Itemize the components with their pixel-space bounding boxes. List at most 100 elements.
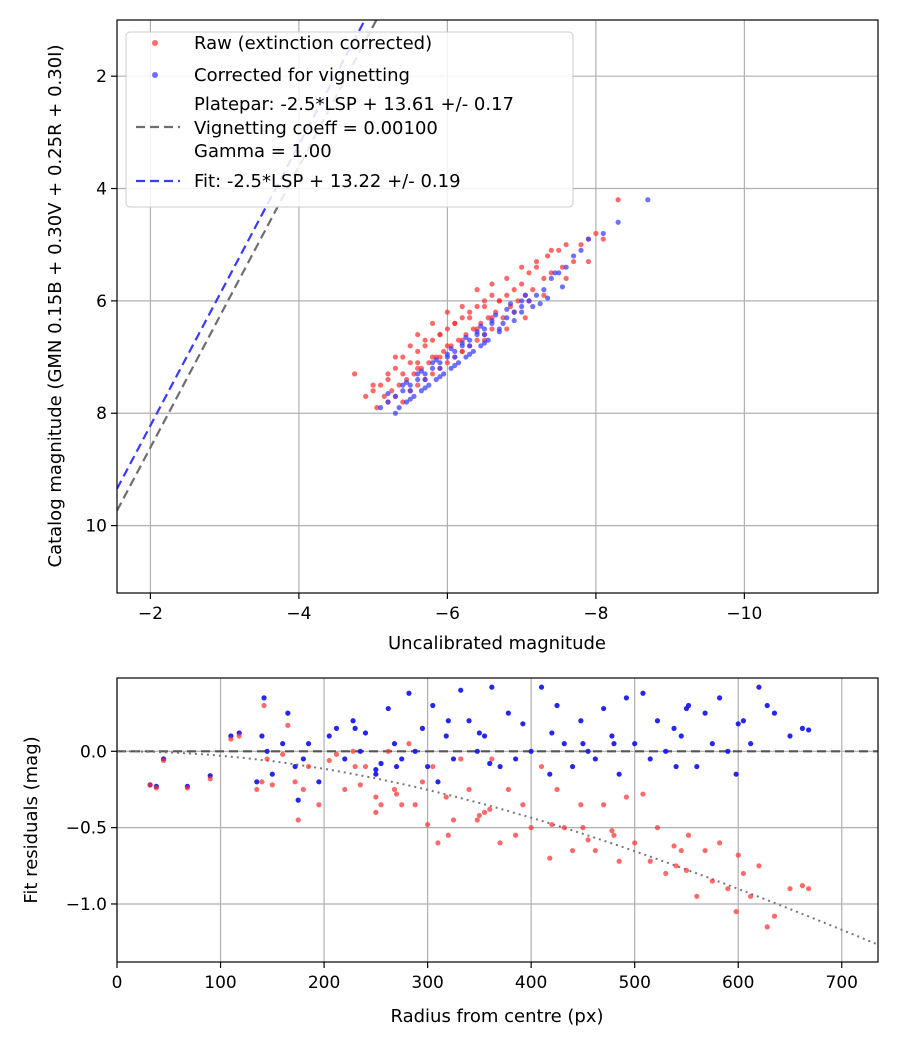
residual-corrected-point — [771, 710, 778, 716]
residual-corrected-point — [474, 748, 480, 754]
corrected-point — [507, 301, 514, 307]
residual-corrected-point — [547, 771, 553, 777]
residual-raw-point — [228, 736, 234, 742]
corrected-point — [392, 410, 399, 416]
raw-point — [563, 242, 569, 248]
raw-point — [351, 371, 358, 377]
corrected-point — [403, 379, 410, 385]
residual-corrected-point — [549, 730, 555, 736]
corrected-point — [418, 368, 424, 374]
residual-raw-point — [352, 763, 358, 770]
residual-raw-point — [513, 832, 519, 838]
residual-raw-point — [184, 785, 191, 791]
residual-raw-point — [592, 847, 598, 854]
corrected-point — [385, 399, 391, 405]
legend-label: Raw (extinction corrected) — [194, 33, 432, 54]
residual-corrected-point — [425, 763, 431, 770]
residual-raw-point — [725, 886, 731, 892]
corrected-point — [467, 351, 473, 357]
residual-raw-point — [412, 802, 418, 808]
corrected-point — [433, 357, 439, 363]
corrected-point — [385, 390, 391, 397]
corrected-point — [559, 284, 566, 290]
corrected-point — [511, 309, 517, 315]
corrected-point — [556, 270, 562, 276]
corrected-point — [463, 334, 469, 340]
residual-corrected-point — [611, 741, 617, 747]
legend-label: Corrected for vignetting — [194, 65, 410, 86]
residual-corrected-point — [350, 718, 356, 724]
raw-point — [441, 348, 447, 355]
raw-point — [481, 298, 488, 304]
calibration-ytick-label: 4 — [96, 180, 107, 200]
corrected-point — [377, 405, 384, 411]
raw-point — [374, 405, 380, 411]
residual-corrected-point — [292, 763, 298, 770]
residual-raw-point — [663, 870, 669, 877]
residual-raw-point — [160, 757, 167, 764]
residual-raw-point — [520, 802, 526, 808]
corrected-point — [496, 329, 502, 335]
corrected-point — [407, 396, 413, 402]
corrected-point — [585, 236, 592, 242]
raw-point — [541, 292, 547, 298]
raw-point — [363, 393, 369, 399]
residual-raw-point — [554, 786, 560, 793]
raw-point — [548, 247, 554, 253]
residual-raw-point — [580, 825, 586, 831]
residual-corrected-point — [285, 710, 291, 716]
residual-corrected-point — [269, 771, 275, 777]
residual-corrected-point — [300, 756, 306, 762]
raw-point — [481, 303, 488, 310]
legend-label: Fit: -2.5*LSP + 13.22 +/- 0.19 — [194, 171, 461, 192]
raw-point — [474, 287, 480, 293]
residual-raw-point — [153, 785, 159, 791]
corrected-point — [478, 323, 484, 329]
corrected-point — [481, 331, 488, 338]
vignetting-model-line — [117, 750, 878, 946]
residual-corrected-point — [406, 690, 412, 696]
raw-point — [400, 354, 406, 360]
calibration-plot: −2 −4 −6 −8 −10 2 4 6 8 10 Uncalibrated magnitude… — [45, 19, 879, 654]
raw-point — [556, 247, 562, 253]
residual-corrected-point — [450, 756, 457, 762]
residual-corrected-point — [592, 756, 598, 762]
residual-corrected-point — [716, 695, 723, 701]
calibration-lines — [117, 20, 378, 512]
raw-point — [389, 388, 395, 394]
corrected-point — [463, 354, 469, 360]
residual-corrected-point — [640, 690, 646, 696]
residual-raw-point — [305, 763, 312, 770]
residual-corrected-point — [616, 771, 622, 777]
residual-raw-point — [709, 878, 715, 884]
corrected-point — [545, 295, 551, 301]
residual-raw-point — [399, 802, 405, 808]
residual-corrected-point — [445, 718, 451, 724]
raw-point — [559, 264, 566, 270]
residual-raw-point — [326, 757, 332, 764]
calibration-xtick-label: −10 — [726, 604, 762, 624]
corrected-point — [437, 360, 443, 366]
raw-point — [415, 360, 421, 366]
raw-point — [381, 393, 387, 399]
raw-point — [377, 382, 384, 388]
raw-point — [496, 298, 502, 304]
residual-raw-point — [647, 858, 653, 864]
residual-raw-point — [476, 812, 482, 819]
raw-point — [437, 331, 443, 338]
corrected-point — [552, 270, 558, 276]
corrected-point — [615, 219, 621, 225]
residual-corrected-point — [305, 741, 312, 747]
raw-point — [396, 382, 402, 388]
residuals-xlabel: Radius from centre (px) — [390, 1006, 603, 1027]
residual-raw-point — [528, 825, 534, 831]
corrected-point — [537, 301, 543, 307]
residual-corrected-point — [673, 763, 679, 770]
residual-raw-point — [671, 843, 677, 849]
residual-corrected-point — [412, 748, 418, 754]
residual-raw-point — [269, 782, 275, 788]
raw-point — [459, 315, 465, 321]
residual-corrected-point — [261, 695, 267, 701]
raw-point — [422, 337, 428, 343]
raw-point — [489, 326, 495, 332]
